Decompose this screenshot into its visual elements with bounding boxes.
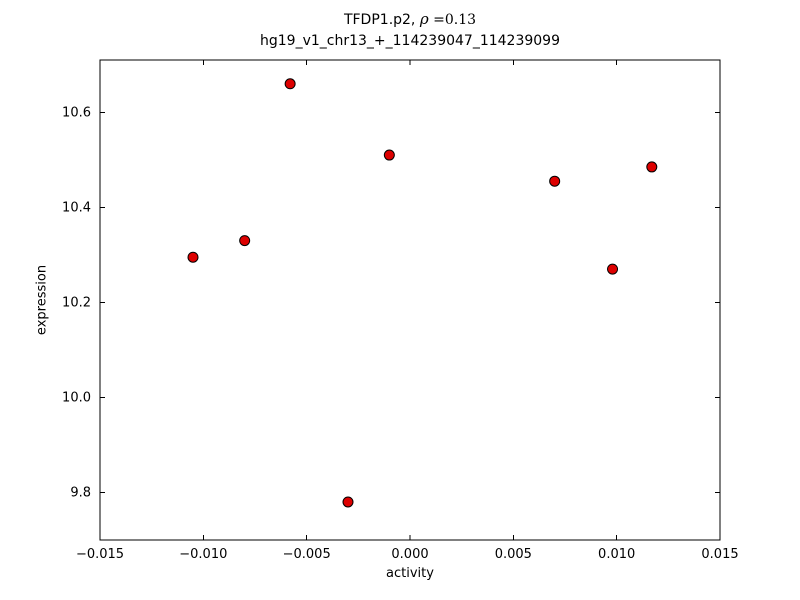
y-tick-label: 10.6 <box>62 105 91 120</box>
x-tick-label: 0.010 <box>598 547 635 562</box>
x-tick-label: 0.000 <box>391 547 428 562</box>
data-point <box>383 149 395 161</box>
x-tick-label: 0.005 <box>495 547 532 562</box>
data-point <box>549 175 561 187</box>
chart-title-math: ρ =0.13 <box>419 10 477 28</box>
y-tick-label: 10.4 <box>62 200 91 215</box>
data-point <box>284 78 296 90</box>
rho-value: =0.13 <box>428 12 477 28</box>
chart-subtitle: hg19_v1_chr13_+_114239047_114239099 <box>260 33 560 49</box>
data-point <box>187 251 199 263</box>
x-tick-label: −0.005 <box>283 547 331 562</box>
data-point <box>607 263 619 275</box>
y-tick-label: 9.8 <box>70 485 91 500</box>
chart-title-prefix: TFDP1.p2, <box>343 12 420 28</box>
data-point <box>646 161 658 173</box>
axes-frame <box>99 59 721 541</box>
y-tick-label: 10.2 <box>62 295 91 310</box>
x-tick-label: 0.015 <box>701 547 738 562</box>
x-axis-label: activity <box>386 566 434 581</box>
y-tick-label: 10.0 <box>62 390 91 405</box>
rho-symbol: ρ <box>419 10 429 28</box>
data-point <box>239 235 251 247</box>
x-tick-label: −0.010 <box>179 547 227 562</box>
chart-title: TFDP1.p2, ρ =0.13 <box>100 10 720 28</box>
data-point <box>342 496 354 508</box>
x-tick-label: −0.015 <box>76 547 124 562</box>
